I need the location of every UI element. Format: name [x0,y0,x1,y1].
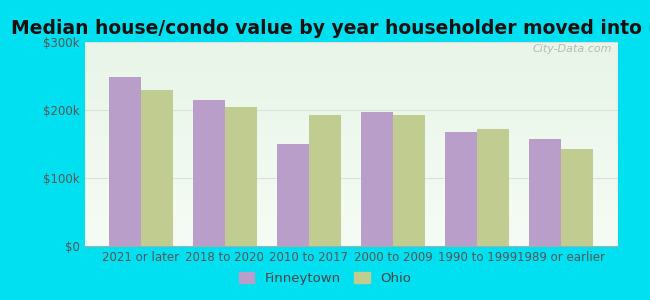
Legend: Finneytown, Ohio: Finneytown, Ohio [233,267,417,290]
Bar [109,77,140,246]
Bar [309,115,341,246]
Bar [225,106,257,246]
Bar [562,149,593,246]
Title: Median house/condo value by year householder moved into unit: Median house/condo value by year househo… [11,19,650,38]
Bar [393,116,425,246]
Bar [277,144,309,246]
Bar [193,100,225,246]
Bar [445,132,477,246]
Bar [477,129,509,246]
Bar [529,139,562,246]
Text: City-Data.com: City-Data.com [532,44,612,54]
Bar [361,112,393,246]
Bar [140,90,173,246]
